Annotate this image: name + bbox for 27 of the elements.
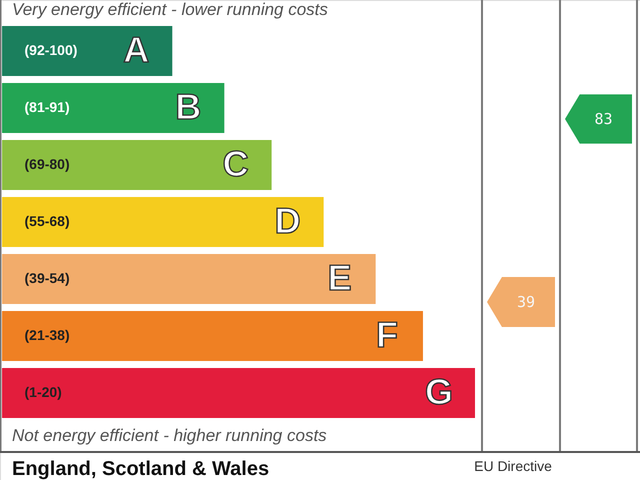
bar bbox=[2, 26, 172, 76]
bar bbox=[2, 254, 376, 304]
text: 39 bbox=[516, 293, 536, 311]
annotation: A bbox=[123, 28, 150, 70]
y-tick-label: (92-100) bbox=[24, 42, 78, 58]
bar bbox=[2, 368, 475, 418]
y-tick-label: (81-91) bbox=[24, 98, 70, 115]
bar bbox=[2, 140, 272, 190]
y-tick-label: (1-20) bbox=[24, 384, 62, 400]
y-tick-label: (39-54) bbox=[24, 270, 70, 286]
annotation: G bbox=[424, 371, 454, 412]
annotation: E bbox=[328, 257, 352, 298]
y-tick-label: (69-80) bbox=[24, 156, 70, 172]
text: 83 bbox=[594, 110, 613, 128]
bar bbox=[2, 83, 224, 133]
annotation: C bbox=[222, 143, 249, 184]
y-tick-label: (55-68) bbox=[24, 213, 70, 229]
annotation: Very energy efficient - lower running costs bbox=[12, 0, 328, 19]
annotation: Not energy efficient - higher running costs bbox=[12, 426, 328, 445]
annotation: D bbox=[274, 200, 301, 241]
annotation: F bbox=[376, 314, 398, 356]
y-tick-label: (21-38) bbox=[24, 327, 70, 344]
annotation: B bbox=[175, 86, 202, 127]
bar bbox=[2, 311, 423, 361]
text: England, Scotland & Wales bbox=[12, 458, 270, 480]
bar bbox=[2, 197, 324, 247]
text: EU Directive bbox=[474, 458, 552, 474]
